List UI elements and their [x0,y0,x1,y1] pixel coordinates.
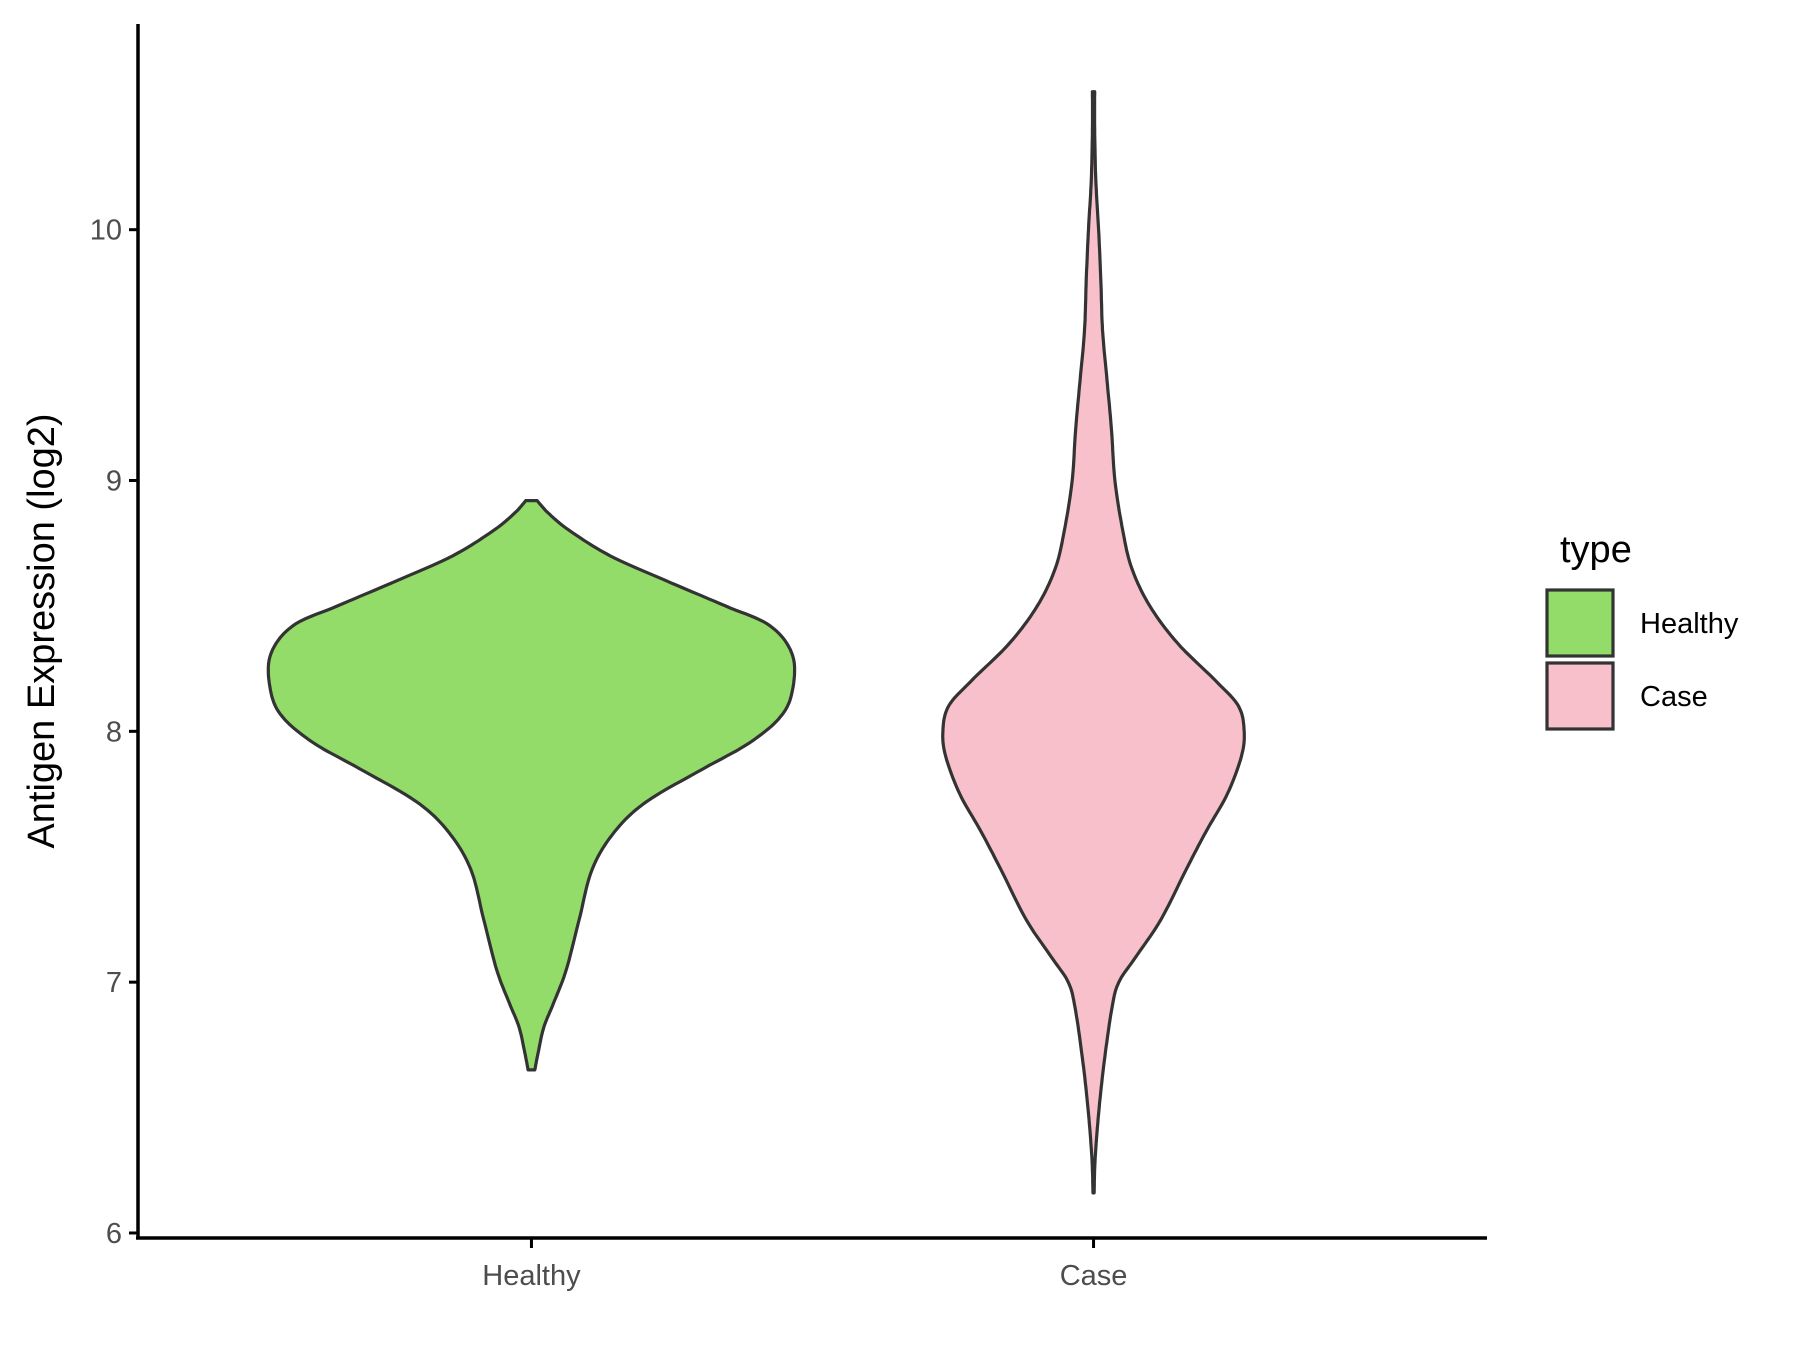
legend: type Healthy Case [1545,529,1739,731]
y-tick-label: 8 [106,716,122,748]
violin-layer [266,90,1246,1195]
axes [136,24,1487,1240]
violin-healthy [266,499,797,1072]
x-tick-label: Case [1060,1260,1128,1292]
violin-case [941,90,1246,1195]
x-tick-label: Healthy [482,1260,581,1292]
y-tick-label: 10 [90,215,122,247]
y-axis-title: Antigen Expression (log2) [21,413,63,848]
y-tick-label: 7 [106,967,122,999]
legend-title: type [1560,529,1632,571]
x-ticks: Healthy Case [482,1238,1127,1292]
legend-key-case [1545,661,1615,731]
legend-label-case: Case [1640,681,1708,713]
legend-key-healthy [1545,588,1615,658]
legend-items: Healthy Case [1545,588,1739,731]
y-ticks: 6 7 8 9 10 [90,215,138,1250]
y-tick-label: 6 [106,1218,122,1250]
legend-label-healthy: Healthy [1640,608,1739,640]
y-tick-label: 9 [106,466,122,498]
